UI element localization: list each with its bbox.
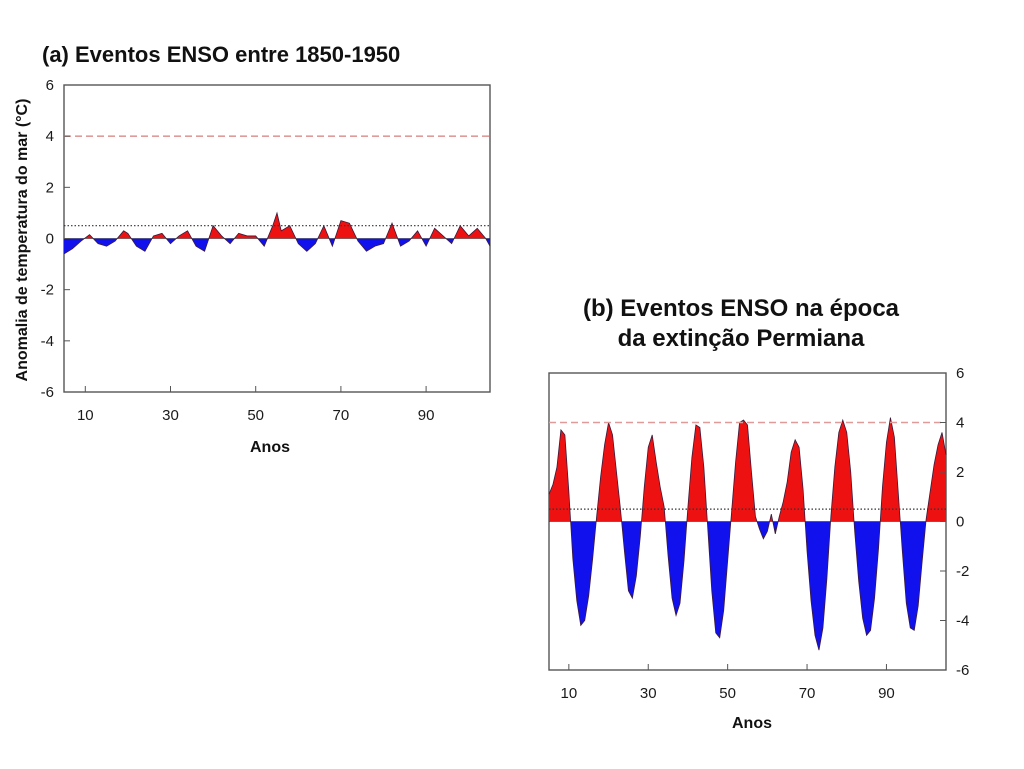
panel-a-y-axis-label: Anomalia de temperatura do mar (°C): [14, 99, 31, 382]
y-tick-label: -2: [956, 563, 969, 580]
x-tick-label: 70: [799, 685, 816, 702]
negative-anomaly-area: [549, 521, 946, 651]
panel-a-plot-area: 6 4 2 0 -2 -4 -6 10 30 50 70 90: [41, 77, 491, 424]
x-tick-label: 90: [878, 685, 895, 702]
negative-anomaly-area: [64, 238, 490, 254]
x-tick-label: 90: [418, 407, 435, 424]
x-tick-label: 30: [640, 685, 657, 702]
x-tick-label: 30: [162, 407, 179, 424]
panel-b-plot-area: 6 4 2 0 -2 -4 -6 10 30 50 70 90: [548, 365, 969, 702]
panel-b-x-axis-label: Anos: [732, 715, 772, 732]
x-tick-label: 50: [247, 407, 264, 424]
y-tick-label: 2: [956, 464, 964, 481]
panel-a-title: (a) Eventos ENSO entre 1850-1950: [42, 42, 400, 67]
y-tick-label: -2: [41, 282, 54, 299]
y-tick-label: 6: [46, 77, 54, 94]
y-tick-label: 0: [956, 514, 964, 531]
y-tick-label: -6: [41, 384, 54, 401]
panel-a-enso-1850-1950: (a) Eventos ENSO entre 1850-1950 Anomali…: [14, 42, 491, 456]
y-tick-label: -4: [41, 333, 54, 350]
series-line: [548, 417, 947, 651]
x-tick-label: 10: [561, 685, 578, 702]
series-line: [63, 211, 491, 255]
y-tick-label: -4: [956, 613, 969, 630]
x-tick-label: 10: [77, 407, 94, 424]
y-tick-label: 4: [956, 415, 964, 432]
y-tick-label: -6: [956, 662, 969, 679]
x-tick-label: 70: [333, 407, 350, 424]
y-tick-label: 0: [46, 231, 54, 248]
x-tick-label: 50: [719, 685, 736, 702]
positive-anomaly-area: [64, 212, 490, 239]
panel-b-title-line-2: da extinção Permiana: [618, 325, 865, 352]
panel-b-title-line-1: (b) Eventos ENSO na época: [583, 295, 900, 322]
panel-b-enso-permian-extinction: (b) Eventos ENSO na época da extinção Pe…: [548, 295, 969, 732]
panel-a-x-axis-label: Anos: [250, 439, 290, 456]
y-tick-label: 6: [956, 365, 964, 382]
positive-anomaly-area: [549, 417, 946, 522]
y-tick-label: 2: [46, 179, 54, 196]
y-tick-label: 4: [46, 128, 54, 145]
